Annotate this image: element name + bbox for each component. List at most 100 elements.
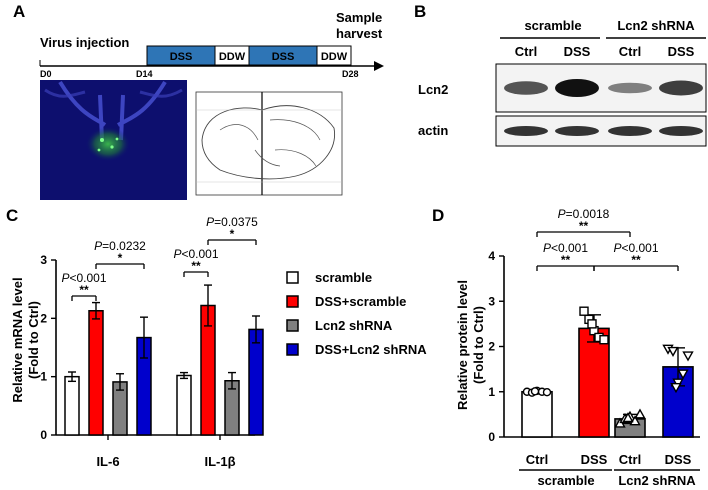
significance-stars: ** <box>631 253 641 267</box>
legend-label: scramble <box>315 270 372 285</box>
brain-fluorescence-image <box>40 80 187 200</box>
y-tick-label: 0 <box>40 428 47 442</box>
western-blot: scramble Lcn2 shRNA Ctrl DSS Ctrl DSS Lc… <box>418 18 707 147</box>
wb-lane-label: Ctrl <box>619 44 641 59</box>
wb-band-actin <box>659 126 703 136</box>
significance-stars: * <box>230 227 235 241</box>
data-point <box>579 306 589 316</box>
data-point <box>542 388 552 397</box>
y-axis-label: Relative mRNA level <box>10 277 25 402</box>
data-point <box>530 387 540 396</box>
x-tick-label: DSS <box>665 452 692 467</box>
x-tick-label: IL-6 <box>96 454 119 469</box>
significance-stars: * <box>118 251 123 265</box>
chart-d: 0 1 2 3 4 Relative protein level (Fold to Ctrl… <box>455 207 700 488</box>
timeline-arrow <box>374 61 384 71</box>
legend-label: Lcn2 shRNA <box>315 318 393 333</box>
sample-harvest-label-1: Sample <box>336 10 382 25</box>
wb-band-actin <box>608 126 652 136</box>
wb-group-label: scramble <box>524 18 581 33</box>
timeline-block-label: DSS <box>272 51 295 63</box>
wb-row-label-actin: actin <box>418 123 448 138</box>
data-point <box>667 346 679 357</box>
data-point <box>622 412 634 423</box>
data-point <box>670 383 682 394</box>
significance-stars: ** <box>579 219 589 233</box>
wb-group-label: Lcn2 shRNA <box>617 18 695 33</box>
wb-band-lcn2 <box>504 81 548 95</box>
virus-injection-label: Virus injection <box>40 35 129 50</box>
y-tick-label: 0 <box>488 430 495 444</box>
y-tick-label: 2 <box>40 311 47 325</box>
y-tick-label: 1 <box>488 385 495 399</box>
bar <box>248 328 264 436</box>
x-tick-label: DSS <box>581 452 608 467</box>
data-point <box>634 408 646 419</box>
timeline-block-ddw-2 <box>316 45 352 66</box>
legend-swatch <box>286 271 299 284</box>
significance-stars: ** <box>79 283 89 297</box>
p-value-label: P<0.001 <box>61 271 106 285</box>
significance-stars: ** <box>191 259 201 273</box>
chart-c: 0 1 2 3 Relative mRNA level (Fold to Ctrl) IL-… <box>10 215 264 469</box>
timeline-tick-label: D28 <box>342 69 359 79</box>
timeline-block-label: DDW <box>321 51 348 63</box>
bar <box>88 310 104 436</box>
timeline-block-label: DDW <box>219 51 246 63</box>
wb-row-label-lcn2: Lcn2 <box>418 82 448 97</box>
p-value-label: P=0.0375 <box>206 215 258 229</box>
bar <box>64 375 80 436</box>
wb-band-lcn2 <box>659 80 703 96</box>
panel-label-d: D <box>432 206 444 225</box>
timeline: Virus injection Sample harvest DSS DDW D… <box>39 10 384 79</box>
data-point <box>587 319 597 329</box>
wb-band-lcn2 <box>555 79 599 97</box>
y-tick-label: 1 <box>40 370 47 384</box>
panel-label-b: B <box>414 2 426 21</box>
p-value-label: P<0.001 <box>173 247 218 261</box>
y-axis-label: (Fold to Ctrl) <box>471 306 486 384</box>
legend-label: DSS+Lcn2 shRNA <box>315 342 427 357</box>
group-label: scramble <box>537 473 594 488</box>
panel-label-c: C <box>6 206 18 225</box>
wb-band-lcn2 <box>608 82 652 94</box>
y-axis-label: Relative protein level <box>455 280 470 410</box>
data-point <box>599 335 609 345</box>
wb-lane-label: Ctrl <box>515 44 537 59</box>
x-tick-label: Ctrl <box>619 452 641 467</box>
p-value-label: P=0.0232 <box>94 239 146 253</box>
significance-stars: ** <box>561 253 571 267</box>
x-tick-label: IL-1β <box>204 454 235 469</box>
legend-swatch <box>286 319 299 332</box>
legend-swatch <box>286 343 299 356</box>
y-tick-label: 3 <box>40 253 47 267</box>
wb-band-actin <box>555 126 599 136</box>
y-axis-label: (Fold to Ctrl) <box>26 301 41 379</box>
y-tick-label: 3 <box>488 294 495 308</box>
panel-label-a: A <box>13 2 25 21</box>
y-tick-label: 2 <box>488 340 495 354</box>
p-value-label: P=0.0018 <box>558 207 610 221</box>
data-point <box>682 351 694 362</box>
sample-harvest-label-2: harvest <box>336 26 383 41</box>
legend-c: scramble DSS+scramble Lcn2 shRNA DSS+Lcn… <box>286 270 427 357</box>
x-tick-label: Ctrl <box>526 452 548 467</box>
brain-atlas-image <box>195 91 343 196</box>
bar <box>578 327 610 438</box>
bar <box>176 374 192 436</box>
bar <box>521 390 553 438</box>
timeline-tick-label: D0 <box>40 69 52 79</box>
y-tick-label: 4 <box>488 249 495 263</box>
group-label: Lcn2 shRNA <box>618 473 696 488</box>
wb-lane-label: DSS <box>564 44 591 59</box>
p-value-label: P<0.001 <box>613 241 658 255</box>
legend-swatch <box>286 295 299 308</box>
timeline-block-label: DSS <box>170 51 193 63</box>
data-point <box>677 369 689 380</box>
timeline-tick-label: D14 <box>136 69 153 79</box>
wb-lane-label: DSS <box>668 44 695 59</box>
legend-label: DSS+scramble <box>315 294 406 309</box>
wb-band-actin <box>504 126 548 136</box>
p-value-label: P<0.001 <box>543 241 588 255</box>
